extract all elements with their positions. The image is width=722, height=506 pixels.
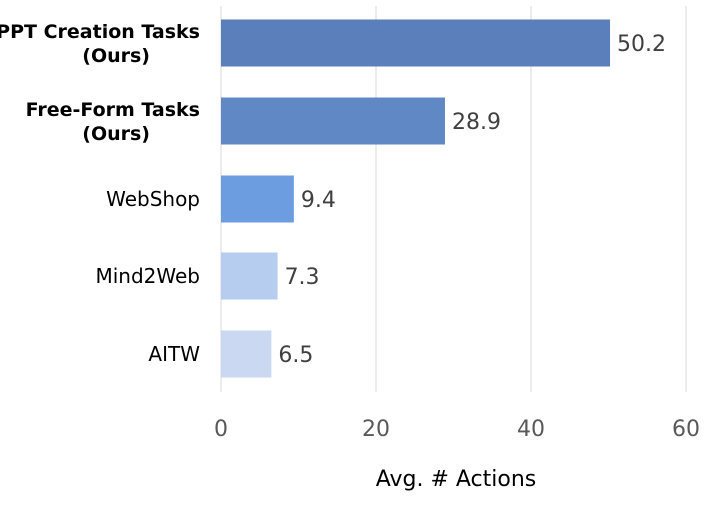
category-label: PPT Creation Tasks — [0, 21, 200, 43]
category-label: AITW — [148, 342, 200, 366]
bar — [221, 330, 272, 378]
bars — [221, 19, 611, 378]
x-tick-label: 0 — [214, 417, 228, 442]
x-axis-label: Avg. # Actions — [376, 467, 537, 492]
x-tick-label: 60 — [672, 417, 700, 442]
data-label: 7.3 — [285, 265, 320, 290]
data-label: 9.4 — [301, 188, 336, 213]
bar — [221, 175, 294, 223]
category-label: Free-Form Tasks — [26, 99, 200, 121]
data-label: 28.9 — [452, 110, 501, 135]
bar — [221, 97, 445, 145]
x-tick-label: 20 — [362, 417, 390, 442]
category-label: WebShop — [106, 187, 200, 211]
bar — [221, 19, 611, 67]
data-label: 50.2 — [617, 32, 666, 57]
category-label: Mind2Web — [95, 264, 200, 288]
bar — [221, 252, 278, 300]
category-label: (Ours) — [82, 45, 150, 67]
data-label: 6.5 — [278, 343, 313, 368]
category-label: (Ours) — [82, 123, 150, 145]
x-tick-label: 40 — [517, 417, 545, 442]
